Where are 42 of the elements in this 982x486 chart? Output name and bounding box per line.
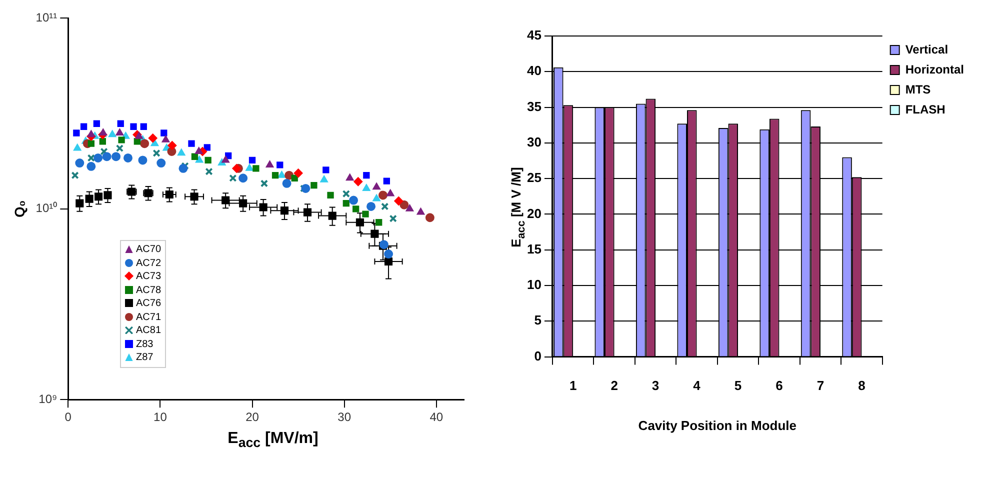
legend-label: AC72	[136, 258, 162, 268]
x-tick-label: 1	[569, 378, 577, 394]
x-tick-label: 2	[610, 378, 618, 394]
x-tick-label: 8	[858, 378, 866, 394]
x-axis-title: Cavity Position in Module	[638, 418, 796, 433]
x-tick-label: 0	[64, 410, 72, 424]
legend-label: Vertical	[905, 42, 948, 56]
x-tick-label: 7	[816, 378, 824, 394]
y-tick-label: 10¹⁰	[36, 201, 58, 216]
legend-label: MTS	[905, 82, 931, 96]
y-tick-label: 25	[526, 170, 542, 186]
y-tick-label: 35	[526, 98, 542, 114]
legend-label: FLASH	[905, 102, 946, 116]
y-tick-label: 45	[526, 28, 542, 43]
y-tick-label: 40	[526, 63, 542, 78]
x-tick-label: 6	[776, 378, 783, 394]
x-tick-label: 4	[693, 378, 702, 394]
legend-label: AC81	[136, 325, 162, 336]
y-tick-label: 10¹¹	[36, 10, 58, 25]
x-tick-label: 30	[338, 410, 352, 424]
y-tick-label: 0	[534, 348, 542, 364]
legend-label: AC71	[136, 312, 162, 322]
y-tick-label: 10	[526, 277, 542, 292]
legend-label: AC76	[136, 298, 162, 309]
x-tick-label: 40	[430, 410, 444, 424]
legend-label: Z83	[136, 338, 154, 350]
legend-label: AC73	[136, 271, 162, 282]
x-tick-label: 5	[734, 378, 742, 394]
y-tick-label: 10⁹	[38, 392, 58, 406]
x-tick-label: 20	[246, 410, 260, 424]
y-tick-label: 30	[526, 134, 542, 150]
y-tick-label: 20	[526, 206, 542, 221]
legend-label: Z87	[136, 352, 154, 363]
legend-label: AC70	[136, 244, 162, 255]
legend-label: Horizontal	[905, 62, 964, 76]
legend-label: AC78	[136, 284, 162, 296]
x-tick-label: 10	[154, 410, 168, 424]
x-axis-title: E$_{acc}$ [MV/m]	[226, 430, 320, 450]
x-tick-label: 3	[652, 378, 660, 394]
y-axis-title: Q₀	[11, 200, 28, 218]
y-tick-label: 5	[534, 312, 542, 328]
y-tick-label: 15	[526, 241, 542, 256]
